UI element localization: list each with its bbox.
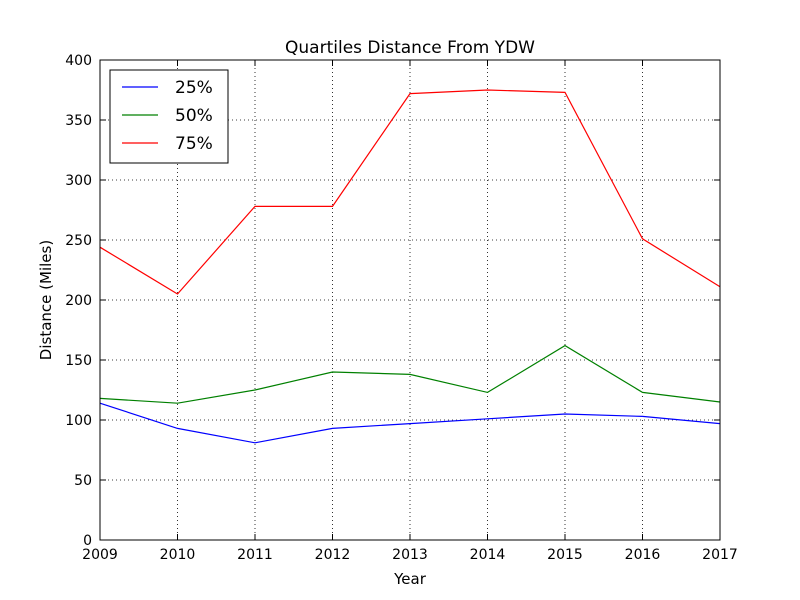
y-tick-label: 200: [65, 293, 92, 309]
legend-box: [109, 69, 229, 164]
legend: 25% 50% 75%: [109, 69, 229, 164]
series-line-0: [99, 402, 721, 444]
chart-title: Quartiles Distance From YDW: [285, 38, 535, 58]
x-tick-label: 2015: [547, 547, 583, 563]
axis-ticks: 2009 2010 2011 2012 2013 2014 2015 2016 2017 0 50 1…: [65, 53, 738, 563]
legend-label: 25%: [175, 78, 213, 98]
y-tick-label: 350: [65, 113, 92, 129]
y-tick-label: 0: [83, 533, 92, 549]
x-tick-label: 2012: [315, 547, 351, 563]
y-tick-label: 250: [65, 233, 92, 249]
x-tick-label: 2014: [470, 547, 506, 563]
y-axis-label: Distance (Miles): [37, 240, 55, 360]
y-tick-label: 300: [65, 173, 92, 189]
y-tick-label: 400: [65, 53, 92, 69]
x-tick-label: 2009: [82, 547, 118, 563]
y-tick-label: 50: [74, 473, 92, 489]
x-axis-label: Year: [393, 570, 427, 588]
y-tick-label: 100: [65, 413, 92, 429]
x-tick-label: 2013: [392, 547, 428, 563]
x-tick-label: 2017: [702, 547, 738, 563]
legend-label: 50%: [175, 106, 213, 126]
series-line-2: [99, 89, 721, 295]
x-tick-label: 2010: [160, 547, 196, 563]
legend-label: 75%: [175, 134, 213, 154]
x-tick-label: 2011: [237, 547, 273, 563]
x-tick-label: 2016: [625, 547, 661, 563]
series-line-1: [99, 344, 721, 404]
y-tick-label: 150: [65, 353, 92, 369]
series-lines: [99, 89, 721, 444]
